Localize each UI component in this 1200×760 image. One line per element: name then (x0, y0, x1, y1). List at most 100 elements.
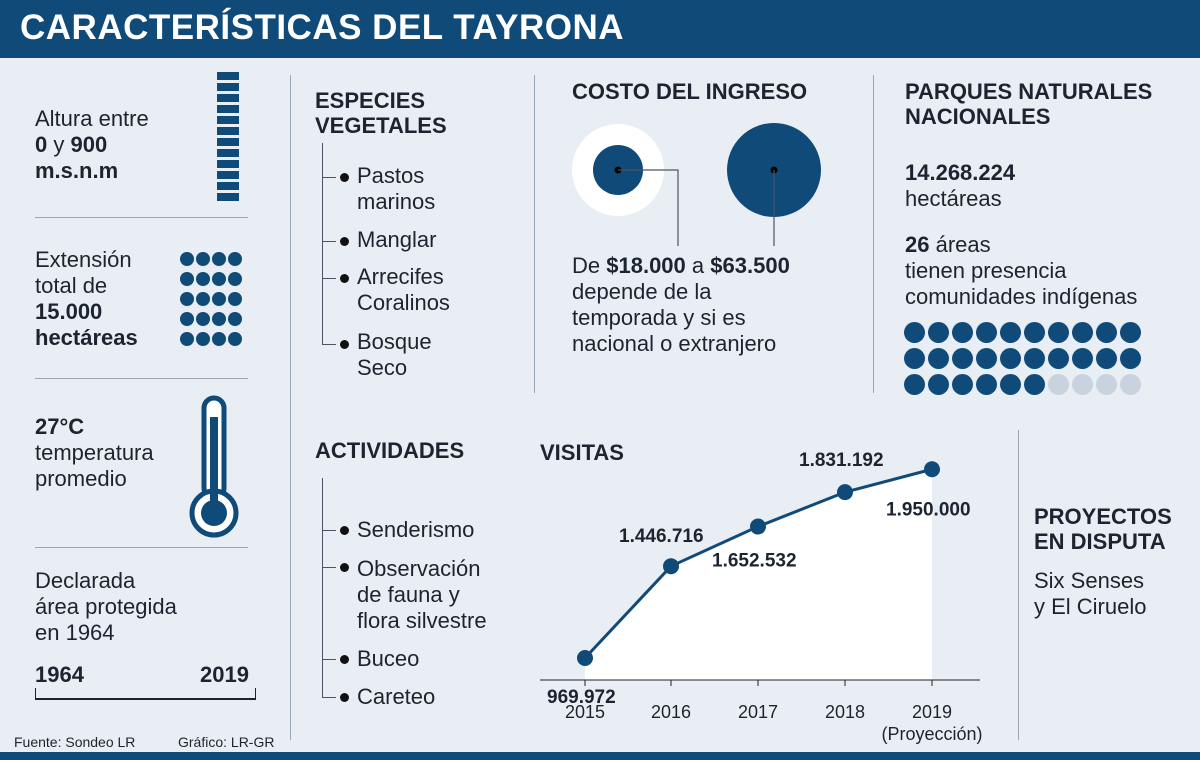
park-dot-filled (1096, 322, 1117, 343)
tree-branch (322, 177, 336, 178)
park-dot-filled (1024, 348, 1045, 369)
divider (534, 75, 535, 393)
species-item: Bosque (357, 329, 432, 354)
park-dot-empty (1120, 374, 1141, 395)
bullet-icon (340, 340, 349, 349)
park-dot-filled (1000, 322, 1021, 343)
cost-range: De $18.000 a $63.500 (572, 253, 790, 279)
cost-line3: temporada y si es (572, 305, 746, 330)
parks-areas-value: 26 (905, 232, 930, 257)
parks-line2: tienen presencia (905, 258, 1067, 283)
altitude-unit: m.s.n.m (35, 158, 119, 183)
chart-point (750, 518, 766, 535)
tree-branch (322, 344, 336, 345)
parks-line3: comunidades indígenas (905, 284, 1138, 309)
activity-item: Buceo (357, 646, 420, 671)
park-dot-filled (1024, 374, 1045, 395)
park-dot-filled (1024, 322, 1045, 343)
bullet-icon (340, 526, 349, 535)
projects-line1: Six Senses (1034, 568, 1145, 593)
activity-item: Careteo (357, 684, 436, 709)
park-dot-filled (928, 374, 949, 395)
species-title-1: ESPECIES (315, 88, 426, 113)
park-dot-filled (1000, 348, 1021, 369)
thermometer-icon (189, 395, 239, 538)
park-dot-filled (928, 348, 949, 369)
park-dot-filled (1120, 348, 1141, 369)
chart-area (585, 469, 932, 680)
activities-tree-line (322, 478, 323, 698)
divider (35, 378, 248, 379)
parks-hectares-value: 14.268.224 (905, 160, 1016, 185)
park-dot-empty (1048, 374, 1069, 395)
park-dot-filled (1048, 348, 1069, 369)
bullet-icon (340, 563, 349, 572)
chart-x-note: (Proyección) (881, 724, 982, 744)
page-title: CARACTERÍSTICAS DEL TAYRONA (20, 8, 625, 47)
species-item: Pastos (357, 163, 425, 188)
projects-line2: y El Ciruelo (1034, 594, 1147, 619)
tree-branch (322, 530, 336, 531)
chart-value-label: 1.652.532 (712, 551, 797, 572)
header-bar: CARACTERÍSTICAS DEL TAYRONA (0, 0, 1200, 58)
bullet-icon (340, 173, 349, 182)
park-dot-filled (1072, 348, 1093, 369)
extension-dots-icon (180, 252, 242, 346)
park-dot-filled (952, 348, 973, 369)
tree-branch (322, 567, 336, 568)
temperature-line1: temperatura (35, 440, 154, 465)
species-tree-line (322, 143, 323, 345)
park-dot-filled (976, 374, 997, 395)
bullet-icon (340, 274, 349, 283)
declared-start-year: 1964 (35, 662, 84, 687)
park-dot-filled (904, 348, 925, 369)
parks-areas-label: áreas (935, 232, 991, 257)
park-dot-filled (1000, 374, 1021, 395)
extension-amount: 15.000 (35, 299, 103, 324)
cost-title: COSTO DEL INGRESO (572, 79, 808, 104)
activity-item: Senderismo (357, 517, 475, 542)
parks-areas: 26 áreas (905, 232, 991, 258)
timeline-tick (35, 688, 36, 700)
timeline-tick (255, 688, 256, 700)
park-dot-empty (1072, 374, 1093, 395)
altitude-connector: y (53, 132, 65, 157)
extension-line2: total de (35, 273, 108, 298)
declared-line1: Declarada (35, 568, 136, 593)
parks-dots-icon (904, 322, 1154, 395)
temperature-line2: promedio (35, 466, 127, 491)
park-dot-filled (904, 322, 925, 343)
divider (290, 75, 291, 740)
footer-source: Fuente: Sondeo LR (14, 734, 136, 750)
species-item-cont: Coralinos (357, 290, 450, 315)
projects-title-1: PROYECTOS (1034, 504, 1172, 529)
bullet-icon (340, 693, 349, 702)
cost-circles-icon (572, 123, 821, 246)
park-dot-filled (1096, 348, 1117, 369)
projects-title-2: EN DISPUTA (1034, 529, 1166, 554)
cost-line4: nacional o extranjero (572, 331, 777, 356)
divider (1018, 430, 1019, 740)
park-dot-filled (1048, 322, 1069, 343)
cost-max: $63.500 (710, 253, 790, 278)
parks-title-2: NACIONALES (905, 104, 1051, 129)
species-item-cont: Seco (357, 355, 408, 380)
chart-x-tick-label: 2017 (738, 702, 778, 722)
bullet-icon (340, 655, 349, 664)
park-dot-filled (1072, 322, 1093, 343)
chart-point (924, 461, 940, 478)
bullet-icon (340, 237, 349, 246)
footer-bar (0, 752, 1200, 760)
park-dot-filled (904, 374, 925, 395)
altitude-bars-icon (217, 72, 239, 204)
chart-point (663, 558, 679, 575)
cost-line2: depende de la (572, 279, 712, 304)
chart-point (837, 484, 853, 501)
parks-title-1: PARQUES NATURALES (905, 79, 1153, 104)
chart-title: VISITAS (540, 440, 624, 465)
chart-value-label: 1.831.192 (799, 450, 884, 471)
park-dot-filled (976, 322, 997, 343)
divider (873, 75, 874, 393)
extension-unit: hectáreas (35, 325, 138, 350)
species-item: Manglar (357, 227, 437, 252)
